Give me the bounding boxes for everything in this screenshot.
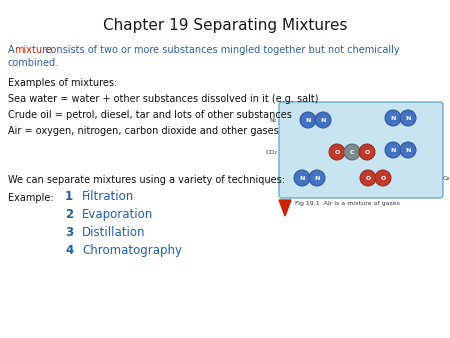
Circle shape xyxy=(375,170,391,186)
Circle shape xyxy=(329,144,345,160)
Text: Examples of mixtures:: Examples of mixtures: xyxy=(8,78,117,88)
Text: Chapter 19 Separating Mixtures: Chapter 19 Separating Mixtures xyxy=(103,18,347,33)
Circle shape xyxy=(360,170,376,186)
Text: N: N xyxy=(305,118,310,122)
Circle shape xyxy=(309,170,325,186)
Text: N: N xyxy=(390,147,396,152)
Text: consists of two or more substances mingled together but not chemically: consists of two or more substances mingl… xyxy=(42,45,400,55)
Text: Sea water = water + other substances dissolved in it (e.g. salt): Sea water = water + other substances dis… xyxy=(8,94,319,104)
Circle shape xyxy=(294,170,310,186)
FancyBboxPatch shape xyxy=(279,102,443,198)
Text: O: O xyxy=(334,149,340,154)
Circle shape xyxy=(385,110,401,126)
Text: N: N xyxy=(299,175,305,180)
Text: N: N xyxy=(390,116,396,121)
Text: Filtration: Filtration xyxy=(82,190,134,203)
Circle shape xyxy=(344,144,360,160)
Text: Air = oxygen, nitrogen, carbon dioxide and other gases: Air = oxygen, nitrogen, carbon dioxide a… xyxy=(8,126,279,136)
Polygon shape xyxy=(279,200,291,216)
Text: 4: 4 xyxy=(65,244,73,257)
Text: O: O xyxy=(365,175,371,180)
Text: Chromatography: Chromatography xyxy=(82,244,182,257)
Circle shape xyxy=(400,110,416,126)
Circle shape xyxy=(400,142,416,158)
Text: Crude oil = petrol, diesel, tar and lots of other substances: Crude oil = petrol, diesel, tar and lots… xyxy=(8,110,292,120)
Text: O: O xyxy=(364,149,369,154)
Text: A: A xyxy=(8,45,18,55)
Text: combined.: combined. xyxy=(8,58,59,68)
Circle shape xyxy=(300,112,316,128)
Text: N: N xyxy=(320,118,326,122)
Text: N: N xyxy=(405,116,411,121)
Text: We can separate mixtures using a variety of techniques:: We can separate mixtures using a variety… xyxy=(8,175,285,185)
Text: C: C xyxy=(350,149,354,154)
Text: O: O xyxy=(380,175,386,180)
Text: Distillation: Distillation xyxy=(82,226,145,239)
Text: 3: 3 xyxy=(65,226,73,239)
Text: N: N xyxy=(405,147,411,152)
Circle shape xyxy=(359,144,375,160)
Text: N: N xyxy=(314,175,319,180)
Text: N₂: N₂ xyxy=(270,118,277,122)
Text: 1: 1 xyxy=(65,190,73,203)
Text: O₂: O₂ xyxy=(443,175,450,180)
Text: mixture: mixture xyxy=(14,45,52,55)
Text: Example:: Example: xyxy=(8,193,54,203)
Circle shape xyxy=(385,142,401,158)
Text: Fig 19.1  Air is a mixture of gases: Fig 19.1 Air is a mixture of gases xyxy=(295,201,400,207)
Circle shape xyxy=(315,112,331,128)
Text: 2: 2 xyxy=(65,208,73,221)
Text: CO₂: CO₂ xyxy=(265,149,277,154)
Text: Evaporation: Evaporation xyxy=(82,208,153,221)
